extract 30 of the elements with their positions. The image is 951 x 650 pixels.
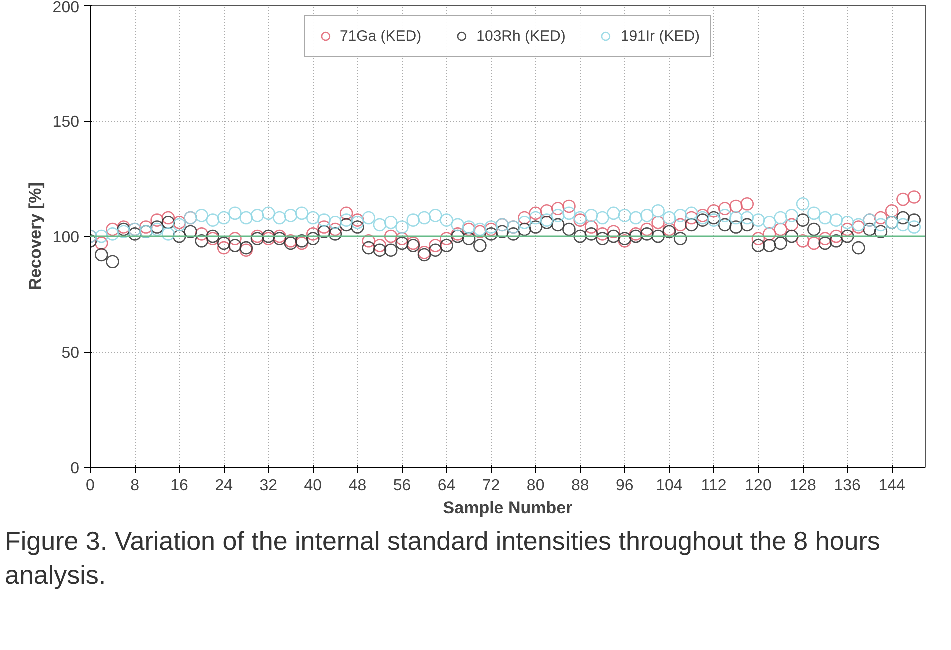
x-axis-title: Sample Number bbox=[443, 498, 574, 518]
y-tick-label: 50 bbox=[62, 345, 80, 362]
y-tick-label: 0 bbox=[70, 460, 80, 478]
x-tick-label: 128 bbox=[790, 478, 816, 494]
legend-label: 103Rh (KED) bbox=[476, 28, 566, 44]
x-tick-label: 8 bbox=[130, 478, 140, 494]
x-tick-label: 96 bbox=[616, 478, 634, 494]
x-tick-label: 56 bbox=[393, 478, 412, 494]
x-tick-label: 16 bbox=[170, 478, 189, 494]
legend-label: 71Ga (KED) bbox=[340, 28, 422, 44]
x-tick-label: 64 bbox=[438, 478, 456, 494]
x-tick-label: 72 bbox=[482, 478, 500, 494]
y-tick-label: 150 bbox=[52, 114, 80, 131]
x-tick-label: 48 bbox=[348, 478, 367, 494]
x-tick-label: 80 bbox=[526, 478, 545, 494]
x-tick-label: 120 bbox=[745, 478, 772, 494]
x-tick-label: 0 bbox=[86, 478, 96, 494]
caption: Figure 3. Variation of the internal standard intensities throughout the 8 hours analysis. bbox=[5, 525, 882, 592]
x-tick-label: 112 bbox=[701, 478, 727, 494]
x-tick-label: 136 bbox=[834, 478, 862, 494]
legend-label: 191Ir (KED) bbox=[620, 28, 700, 44]
x-tick-label: 88 bbox=[571, 478, 590, 494]
y-tick-label: 200 bbox=[52, 0, 80, 16]
x-tick-label: 40 bbox=[304, 478, 322, 494]
x-tick-label: 144 bbox=[878, 478, 906, 494]
x-tick-label: 32 bbox=[260, 478, 278, 494]
y-axis-title: Recovery [%] bbox=[26, 182, 45, 290]
x-tick-label: 104 bbox=[656, 478, 683, 494]
x-tick-label: 24 bbox=[215, 478, 234, 494]
y-tick-label: 100 bbox=[52, 230, 80, 246]
